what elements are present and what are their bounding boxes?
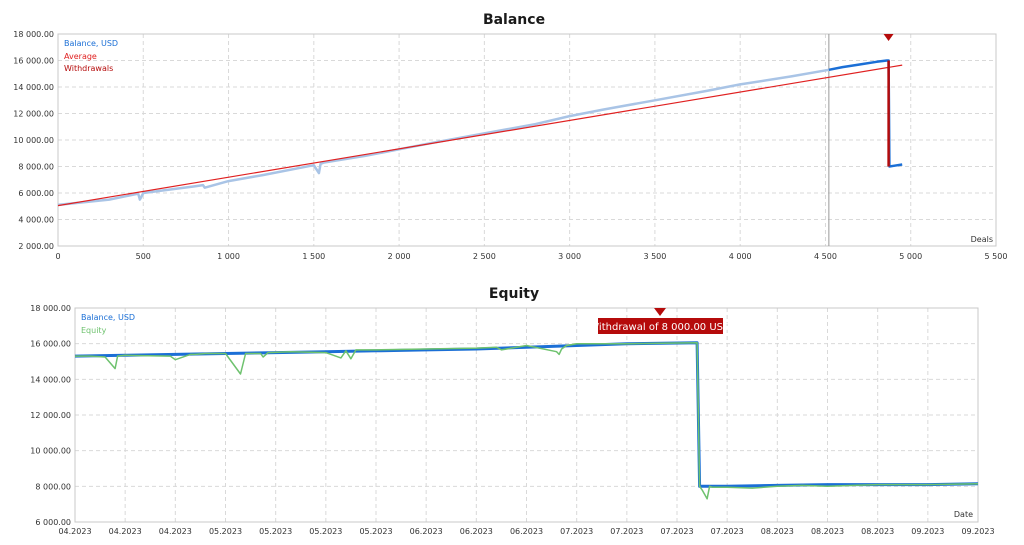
balance-y-tick-label: 4 000.00 (18, 216, 54, 225)
legend-withdrawals: Withdrawals (64, 64, 113, 73)
withdrawal-tooltip[interactable]: Withdrawal of 8 000.00 USD (589, 308, 731, 334)
withdrawal-tooltip-text: Withdrawal of 8 000.00 USD (589, 322, 731, 333)
balance-x-tick-label: 5 000 (899, 252, 922, 261)
equity-x-tick-label: 09.2023 (911, 527, 944, 536)
balance-x-tick-label: 3 000 (558, 252, 581, 261)
equity-chart: Equity 6 000.00 8 000.00 10 000.00 12 000.0… (30, 286, 994, 536)
equity-x-tick-label: 08.2023 (761, 527, 794, 536)
balance-y-axis: 2 000.00 4 000.00 6 000.00 8 000.00 10 000.0… (13, 30, 54, 251)
balance-legend: Balance, USD Average Withdrawals (64, 39, 118, 73)
equity-x-tick-label: 07.2023 (560, 527, 593, 536)
equity-x-tick-label: 08.2023 (861, 527, 894, 536)
balance-y-tick-label: 8 000.00 (18, 163, 54, 172)
equity-x-tick-label: 04.2023 (159, 527, 192, 536)
equity-x-tick-label: 06.2023 (410, 527, 443, 536)
balance-x-tick-label: 3 500 (643, 252, 666, 261)
equity-y-tick-label: 18 000.00 (30, 304, 71, 313)
balance-withdrawal-marker-icon[interactable] (883, 34, 894, 41)
balance-x-tick-label: 5 500 (985, 252, 1008, 261)
equity-grid (74, 307, 979, 523)
balance-y-tick-label: 14 000.00 (13, 83, 54, 92)
equity-x-tick-label: 07.2023 (610, 527, 643, 536)
equity-y-tick-label: 12 000.00 (30, 411, 71, 420)
balance-series-layer (57, 34, 903, 246)
balance-x-tick-label: 2 000 (388, 252, 411, 261)
balance-y-tick-label: 16 000.00 (13, 57, 54, 66)
balance-recent-line (828, 59, 903, 168)
equity-x-axis-label: Date (954, 510, 973, 519)
balance-x-tick-label: 4 500 (814, 252, 837, 261)
balance-x-tick-label: 1 000 (217, 252, 240, 261)
equity-y-tick-label: 10 000.00 (30, 447, 71, 456)
legend-equity: Equity (81, 326, 107, 335)
equity-line (75, 342, 979, 500)
balance-y-tick-label: 6 000.00 (18, 189, 54, 198)
withdrawal-tooltip-box (598, 318, 723, 334)
equity-y-axis: 6 000.00 8 000.00 10 000.00 12 000.00 14 000… (30, 304, 71, 527)
equity-x-tick-label: 04.2023 (58, 527, 91, 536)
equity-x-tick-label: 05.2023 (209, 527, 242, 536)
equity-x-tick-label: 05.2023 (259, 527, 292, 536)
equity-chart-balance-line (74, 341, 979, 488)
balance-y-tick-label: 2 000.00 (18, 242, 54, 251)
legend-balance-equity-chart: Balance, USD (81, 313, 135, 322)
balance-y-tick-label: 12 000.00 (13, 110, 54, 119)
equity-x-tick-label: 07.2023 (711, 527, 744, 536)
equity-x-tick-label: 08.2023 (811, 527, 844, 536)
balance-chart-title: Balance (483, 12, 545, 28)
equity-y-tick-label: 6 000.00 (35, 518, 71, 527)
legend-average: Average (64, 52, 97, 61)
balance-x-tick-label: 1 500 (302, 252, 325, 261)
equity-x-tick-label: 06.2023 (460, 527, 493, 536)
balance-y-tick-label: 18 000.00 (13, 30, 54, 39)
balance-history-line (57, 68, 830, 207)
balance-x-tick-label: 0 (55, 252, 60, 261)
equity-x-tick-label: 09.2023 (961, 527, 994, 536)
average-line (57, 64, 903, 207)
balance-x-axis: 0 500 1 000 1 500 2 000 2 500 3 000 3 500 4 000 4… (55, 252, 1007, 261)
equity-x-tick-label: 05.2023 (359, 527, 392, 536)
withdrawal-marker-icon[interactable] (654, 308, 666, 316)
balance-y-tick-label: 10 000.00 (13, 136, 54, 145)
legend-balance: Balance, USD (64, 39, 118, 48)
equity-series-layer (74, 341, 979, 500)
equity-legend: Balance, USD Equity (81, 313, 135, 335)
equity-x-tick-label: 07.2023 (660, 527, 693, 536)
equity-x-tick-label: 05.2023 (309, 527, 342, 536)
balance-x-tick-label: 4 000 (729, 252, 752, 261)
balance-x-axis-label: Deals (971, 235, 993, 244)
equity-y-tick-label: 16 000.00 (30, 340, 71, 349)
equity-y-tick-label: 8 000.00 (35, 482, 71, 491)
balance-chart: Balance 2 000.00 4 000.00 6 000.00 8 000.00… (13, 12, 1007, 261)
equity-x-tick-label: 06.2023 (510, 527, 543, 536)
balance-plot-frame (57, 33, 997, 247)
balance-x-tick-label: 2 500 (473, 252, 496, 261)
equity-x-tick-label: 04.2023 (109, 527, 142, 536)
equity-y-tick-label: 14 000.00 (30, 375, 71, 384)
equity-plot-frame (74, 307, 979, 523)
balance-x-tick-label: 500 (136, 252, 151, 261)
equity-x-axis: 04.2023 04.2023 04.2023 05.2023 05.2023 05.20… (58, 527, 994, 536)
equity-chart-title: Equity (489, 286, 539, 302)
